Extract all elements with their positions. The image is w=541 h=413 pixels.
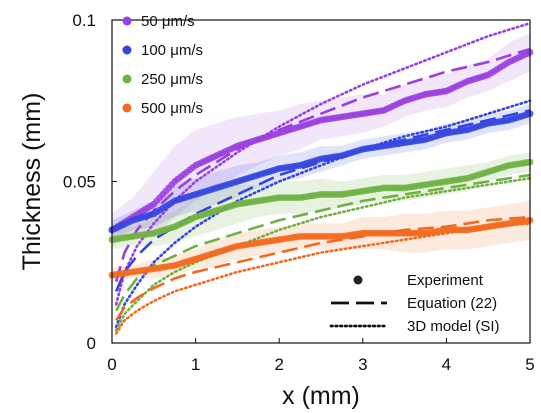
y-axis-label: Thickness (mm) xyxy=(18,93,46,271)
experiment-series xyxy=(108,110,534,234)
model-curve xyxy=(114,222,532,335)
x-tick-label: 4 xyxy=(442,355,451,374)
y-tick-label: 0 xyxy=(87,334,96,353)
legend-marker xyxy=(122,74,132,84)
legend-label: Experiment xyxy=(407,272,484,289)
legend-item: 500 μm/s xyxy=(122,100,203,117)
speed-legend: 50 μm/s 100 μm/s 250 μm/s 500 μm/s xyxy=(122,13,203,117)
legend-marker xyxy=(122,45,132,55)
legend-item: 100 μm/s xyxy=(122,42,203,59)
legend-item: Experiment xyxy=(353,272,484,289)
experiment-series xyxy=(108,158,534,244)
x-tick-label: 1 xyxy=(191,355,200,374)
legend-item: 3D model (SI) xyxy=(329,318,500,335)
legend-label: 250 μm/s xyxy=(141,71,203,88)
legend-marker xyxy=(353,275,363,285)
style-legend: Experiment Equation (22) 3D model (SI) xyxy=(329,272,500,335)
legend-item: Equation (22) xyxy=(331,295,497,312)
axis-ticks: 0 1 2 3 4 5 0 0.05 0.1 xyxy=(63,11,535,374)
experiment-series xyxy=(108,216,534,279)
legend-marker xyxy=(122,16,132,26)
legend-label: Equation (22) xyxy=(407,295,497,312)
plot-area xyxy=(108,21,534,335)
legend-marker xyxy=(122,103,132,113)
legend-item: 50 μm/s xyxy=(122,13,195,30)
model-curve xyxy=(114,176,532,332)
x-tick-label: 5 xyxy=(525,355,534,374)
y-tick-label: 0.1 xyxy=(72,11,96,30)
x-tick-label: 0 xyxy=(107,355,116,374)
legend-item: 250 μm/s xyxy=(122,71,203,88)
error-band xyxy=(112,200,530,282)
y-tick-label: 0.05 xyxy=(63,173,96,192)
equation-curve xyxy=(114,109,531,292)
error-band xyxy=(112,152,530,250)
equation-curve xyxy=(115,173,531,312)
equation-curve xyxy=(115,215,531,322)
x-tick-label: 3 xyxy=(358,355,367,374)
x-axis-label: x (mm) xyxy=(282,382,360,410)
legend-label: 50 μm/s xyxy=(141,13,195,30)
model-curve xyxy=(114,99,532,329)
legend-label: 100 μm/s xyxy=(141,42,203,59)
legend-label: 500 μm/s xyxy=(141,100,203,117)
legend-label: 3D model (SI) xyxy=(407,318,500,335)
error-band xyxy=(112,32,530,247)
x-tick-label: 2 xyxy=(274,355,283,374)
